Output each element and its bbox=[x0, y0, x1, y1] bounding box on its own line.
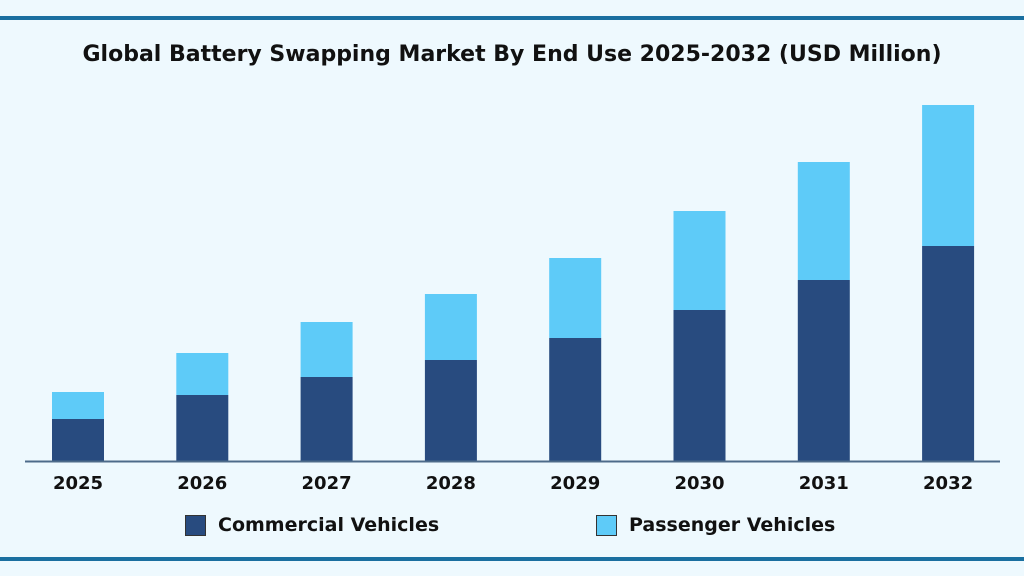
bar-passenger-2029 bbox=[549, 258, 602, 338]
bar-commercial-2030 bbox=[673, 310, 726, 461]
bar-passenger-2030 bbox=[673, 211, 726, 310]
legend-label-passenger: Passenger Vehicles bbox=[629, 514, 836, 536]
x-tick-label: 2026 bbox=[177, 473, 227, 494]
top-rule bbox=[0, 16, 1024, 20]
x-tick-label: 2028 bbox=[426, 473, 476, 494]
x-tick-label: 2027 bbox=[302, 473, 352, 494]
x-tick-label: 2029 bbox=[550, 473, 600, 494]
x-tick-label: 2031 bbox=[799, 473, 849, 494]
x-tick-label: 2032 bbox=[923, 473, 973, 494]
chart-title: Global Battery Swapping Market By End Us… bbox=[82, 42, 942, 67]
x-tick-label: 2025 bbox=[53, 473, 103, 494]
bar-commercial-2026 bbox=[176, 395, 229, 461]
bar-commercial-2027 bbox=[300, 377, 353, 461]
bar-passenger-2028 bbox=[424, 294, 477, 360]
x-tick-label: 2030 bbox=[674, 473, 724, 494]
bar-passenger-2025 bbox=[52, 392, 104, 419]
legend-label-commercial: Commercial Vehicles bbox=[218, 514, 440, 536]
bar-passenger-2032 bbox=[922, 105, 975, 246]
legend-item-passenger: Passenger Vehicles bbox=[596, 514, 835, 536]
bar-commercial-2029 bbox=[549, 338, 602, 461]
legend-swatch-passenger bbox=[596, 514, 617, 536]
bar-passenger-2026 bbox=[176, 353, 229, 395]
bar-passenger-2027 bbox=[300, 322, 353, 377]
legend-item-commercial: Commercial Vehicles bbox=[185, 514, 439, 536]
bar-commercial-2031 bbox=[797, 280, 850, 461]
bar-commercial-2032 bbox=[922, 246, 975, 461]
bar-passenger-2031 bbox=[797, 162, 850, 280]
legend-swatch-commercial bbox=[185, 514, 206, 536]
bar-commercial-2028 bbox=[424, 360, 477, 461]
bottom-rule bbox=[0, 557, 1024, 561]
bar-commercial-2025 bbox=[52, 419, 104, 461]
